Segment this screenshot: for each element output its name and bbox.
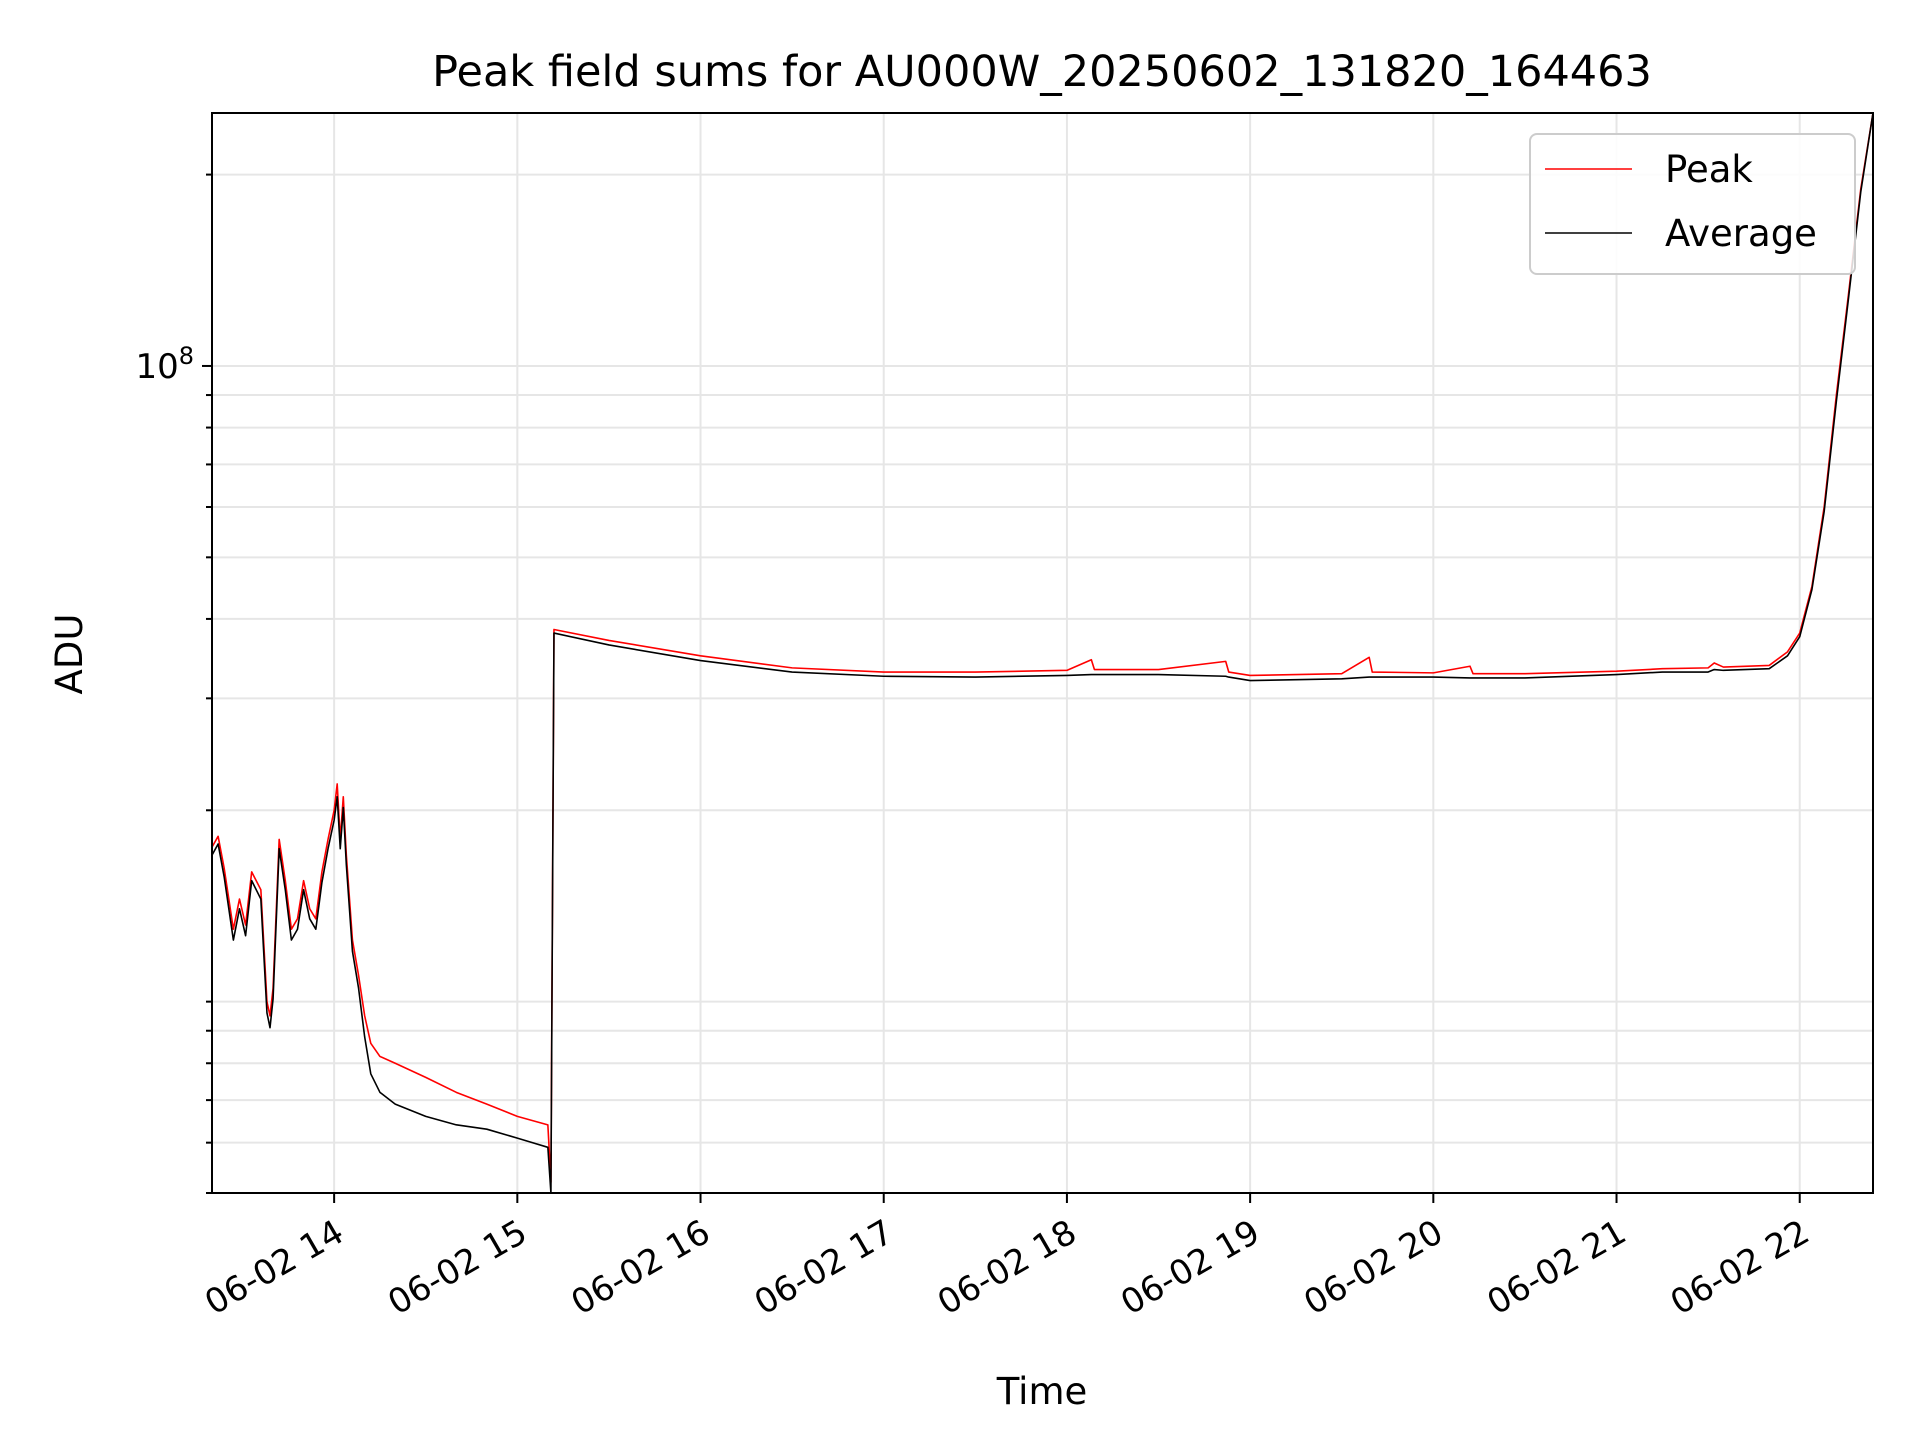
plot-series (211, 112, 1874, 1194)
legend-label-peak: Peak (1665, 148, 1753, 191)
chart-title: Peak field sums for AU000W_20250602_1318… (432, 47, 1652, 97)
x-axis-label: Time (996, 1370, 1088, 1413)
series-line-peak (211, 112, 1874, 1183)
plot-frame (211, 112, 1874, 1194)
y-axis-label: ADU (48, 614, 91, 695)
legend-label-average: Average (1665, 212, 1817, 255)
series-line-average (211, 112, 1874, 1194)
legend: Peak Average (1529, 133, 1856, 275)
